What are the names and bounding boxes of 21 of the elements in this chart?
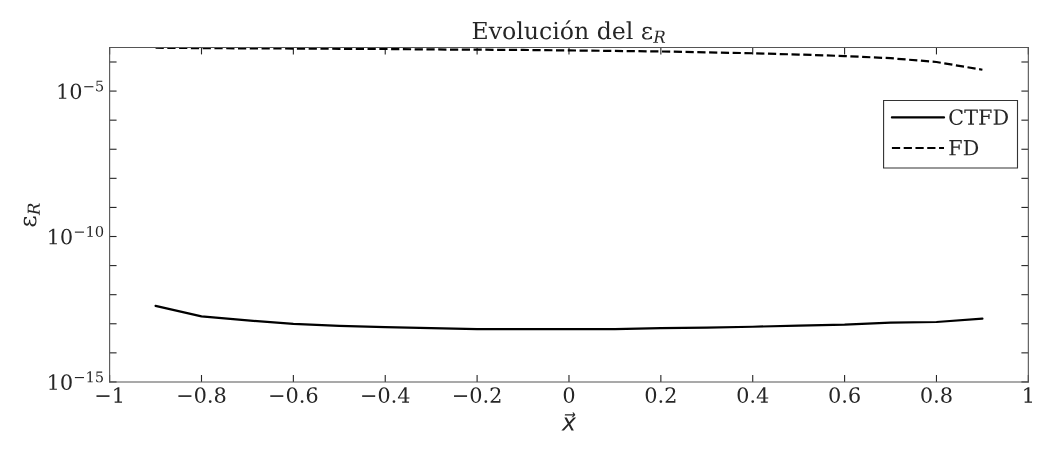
- x-tick-label: 0.4: [737, 387, 769, 403]
- x-axis-title: x⃗: [561, 412, 577, 431]
- x-tick-label: −0.8: [178, 387, 226, 403]
- x-tick-label: 0: [563, 387, 575, 403]
- line-series: [154, 304, 984, 331]
- x-tick-label: 1: [1024, 387, 1033, 403]
- y-tick-label: 10$^{−10}$: [49, 225, 104, 245]
- y-tick-label: 10$^{−15}$: [49, 371, 103, 390]
- y-axis-title: ε$_{R}$: [23, 203, 40, 227]
- x-tick-label: 0.6: [829, 387, 860, 403]
- x-tick-label: −0.6: [270, 387, 318, 403]
- legend-label: CTFD: [949, 109, 1008, 125]
- chart-title: Evolución del ε$_{R}$: [472, 20, 666, 43]
- x-tick-label: 0.2: [645, 387, 676, 403]
- y-tick-label: 10$^{−5}$: [58, 80, 104, 100]
- line-series: [154, 47, 984, 71]
- x-tick-label: 0.8: [921, 387, 952, 403]
- x-tick-label: −0.4: [362, 387, 410, 403]
- x-tick-label: −0.2: [454, 387, 501, 403]
- x-tick-label: −1: [96, 387, 123, 403]
- legend-label: FD: [949, 140, 979, 156]
